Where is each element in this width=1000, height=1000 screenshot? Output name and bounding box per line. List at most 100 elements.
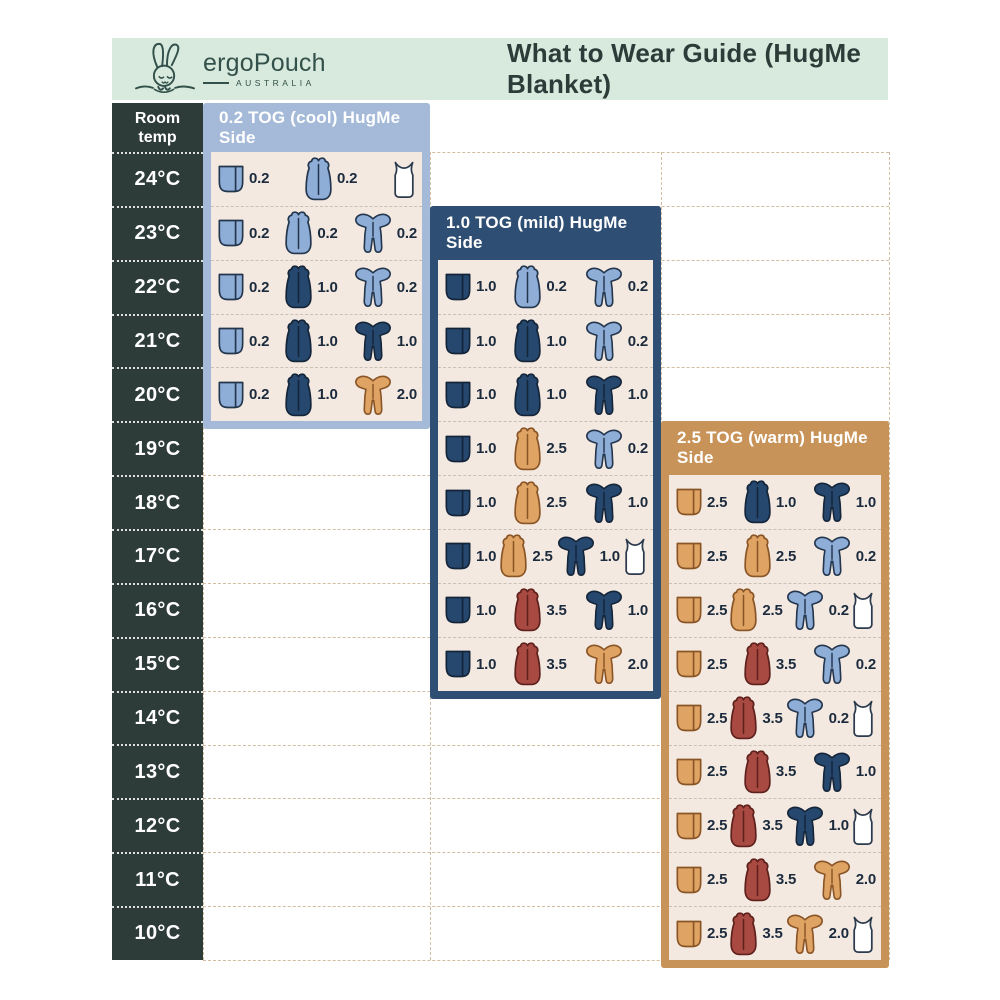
tog-value: 1.0 <box>599 547 620 565</box>
sleep-sack-icon <box>515 320 541 362</box>
tog-value: 0.2 <box>317 224 338 242</box>
tog-value: 1.0 <box>627 601 648 619</box>
tog-panel-cool: 0.2 TOG (cool) HugMe Side 0.2 0.2 0.2 0.2 0.2… <box>203 103 430 430</box>
blanket-icon <box>219 220 243 246</box>
outfit-item: 1.0 <box>283 372 338 418</box>
brand-text: ergoPouch AUSTRALIA <box>203 48 326 88</box>
tog-value: 1.0 <box>476 494 497 512</box>
grid-divider <box>203 152 889 153</box>
grid-divider <box>203 152 204 961</box>
outfit-item: 1.0 <box>742 479 796 525</box>
tog-value: 1.0 <box>775 493 797 511</box>
outfit-item: 3.5 <box>512 587 567 633</box>
guide-row: 1.0 2.5 1.0 <box>438 475 653 529</box>
guide-row: 1.0 3.5 2.0 <box>438 636 653 691</box>
outfit-item: 2.0 <box>784 913 849 955</box>
brand-name: ergoPouch <box>203 48 326 77</box>
outfit-item: 3.5 <box>742 749 796 795</box>
panel-title: 1.0 TOG (mild) HugMe Side <box>446 212 628 252</box>
blanket-icon <box>677 867 701 893</box>
outfit-item: 2.5 <box>674 919 727 949</box>
guide-row: 1.0 3.5 1.0 <box>438 582 653 637</box>
tog-value: 1.0 <box>627 386 648 404</box>
tog-value: 0.2 <box>249 170 270 188</box>
outfit-item: 1.0 <box>283 264 338 310</box>
tog-value: 3.5 <box>762 925 783 942</box>
romper-icon <box>355 268 390 307</box>
outfit-item: 0.2 <box>811 643 876 685</box>
temp-cell: 10°C <box>112 906 203 960</box>
temp-cell: 15°C <box>112 636 203 691</box>
tog-value: 2.5 <box>762 601 783 619</box>
grid-divider <box>203 852 889 854</box>
guide-row: 0.2 0.2 0.2 <box>211 205 422 260</box>
singlet-icon <box>854 917 872 952</box>
tog-value: 0.2 <box>855 655 876 673</box>
panel-body: 2.5 1.0 1.0 2.5 2.5 0.2 2.5 2.5 0.2 2.5 3.5 0.2 2.5 3… <box>669 475 881 960</box>
tog-value: 3.5 <box>762 817 783 835</box>
tog-value: 3.5 <box>775 655 797 673</box>
guide-row: 2.5 3.5 1.0 <box>669 798 881 852</box>
grid-divider <box>203 744 889 746</box>
blanket-icon <box>677 705 701 731</box>
sleep-sack-icon <box>515 481 541 524</box>
temp-cell: 14°C <box>112 690 203 745</box>
panel-title: 0.2 TOG (cool) HugMe Side <box>219 107 401 147</box>
tog-value: 0.2 <box>828 601 849 619</box>
sleep-sack-icon <box>731 589 757 631</box>
temp-cell: 24°C <box>112 152 203 206</box>
tog-value: 0.2 <box>828 709 849 727</box>
outfit-item: 3.5 <box>728 695 783 741</box>
tog-value: 1.0 <box>396 332 417 350</box>
temp-cell: 22°C <box>112 259 203 314</box>
tog-value: 2.5 <box>707 655 728 673</box>
romper-icon <box>586 268 621 306</box>
outfit-item: 1.0 <box>443 595 496 625</box>
blanket-icon <box>446 382 470 408</box>
romper-icon <box>814 861 849 899</box>
outfit-item <box>850 915 876 953</box>
outfit-item: 1.0 <box>283 318 338 364</box>
romper-icon <box>814 645 849 684</box>
sleep-sack-icon <box>286 266 312 308</box>
outfit-item: 2.5 <box>674 541 727 571</box>
singlet-icon <box>854 809 872 844</box>
temp-cell: 16°C <box>112 582 203 637</box>
tog-value: 2.5 <box>707 601 728 619</box>
blanket-icon <box>446 543 470 569</box>
brand-country: AUSTRALIA <box>203 79 326 88</box>
tog-value: 1.0 <box>828 817 849 835</box>
romper-icon <box>814 537 849 576</box>
grid-divider <box>203 906 889 908</box>
tog-value: 0.2 <box>396 278 417 296</box>
outfit-item: 2.5 <box>674 595 727 625</box>
outfit-item: 2.5 <box>512 426 567 472</box>
outfit-item: 3.5 <box>512 641 567 687</box>
tog-value: 2.5 <box>775 547 797 565</box>
tog-value: 2.5 <box>707 709 728 727</box>
outfit-item: 1.0 <box>811 481 876 523</box>
outfit-item: 0.2 <box>216 272 269 302</box>
sleep-sack-icon <box>286 320 312 362</box>
outfit-item: 1.0 <box>352 320 417 362</box>
outfit-item: 1.0 <box>811 751 876 793</box>
tog-value: 2.5 <box>707 493 728 511</box>
tog-value: 3.5 <box>775 763 797 781</box>
romper-icon <box>586 591 621 630</box>
romper-icon <box>586 430 621 468</box>
tog-value: 1.0 <box>476 601 497 619</box>
sleep-sack-icon <box>745 751 770 793</box>
singlet-icon <box>854 593 872 629</box>
romper-icon <box>586 376 621 415</box>
outfit-item: 1.0 <box>512 372 567 418</box>
tog-value: 1.0 <box>546 332 567 350</box>
brand-logo: ergoPouch AUSTRALIA <box>134 40 326 98</box>
tog-value: 2.0 <box>627 655 648 673</box>
outfit-item: 0.2 <box>784 589 849 631</box>
panel-body: 0.2 0.2 0.2 0.2 0.2 0.2 1.0 0.2 0.2 1.0 1.0 0.2 1.0 2… <box>211 152 422 422</box>
sleep-sack-icon <box>745 481 770 523</box>
blanket-icon <box>446 328 470 354</box>
tog-value: 1.0 <box>546 386 567 404</box>
blanket-icon <box>677 651 701 677</box>
romper-icon <box>558 537 593 576</box>
